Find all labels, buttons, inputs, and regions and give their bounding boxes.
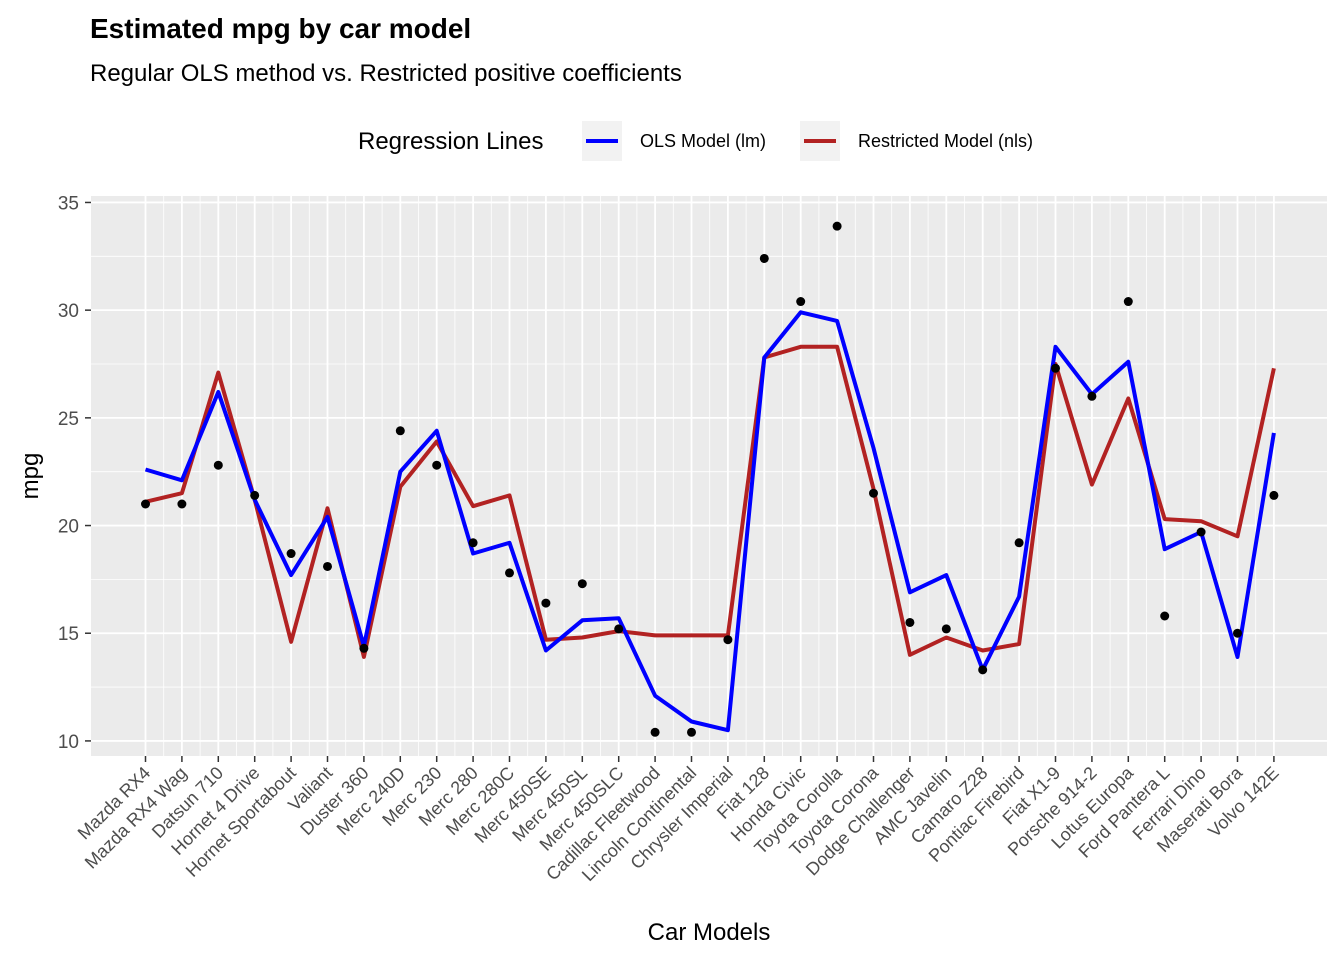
legend-title: Regression Lines [358, 128, 543, 155]
data-points [141, 221, 1279, 737]
data-point [905, 617, 915, 627]
data-point [395, 426, 405, 436]
data-point [323, 561, 332, 571]
chart-title: Estimated mpg by car model [90, 13, 471, 44]
data-point [1014, 538, 1024, 548]
gridlines [91, 196, 1327, 756]
data-point [541, 598, 551, 608]
y-tick-label: 20 [58, 517, 79, 538]
data-point [468, 538, 478, 548]
data-point [359, 643, 369, 653]
y-axis: 10 15 20 25 30 35 [58, 193, 91, 753]
chart-subtitle: Regular OLS method vs. Restricted positi… [90, 60, 682, 87]
data-point [141, 499, 150, 509]
data-point [1160, 611, 1170, 621]
data-point [213, 460, 223, 470]
data-point [250, 490, 260, 500]
data-point [796, 297, 806, 307]
legend-label-nls: Restricted Model (nls) [858, 131, 1033, 151]
data-point [505, 568, 514, 578]
data-point [1233, 628, 1242, 638]
y-tick-label: 30 [58, 301, 79, 322]
ols-series-line [144, 310, 1276, 733]
data-point [1087, 391, 1097, 401]
series-lines [144, 310, 1276, 733]
data-point [577, 579, 587, 589]
data-point [650, 727, 660, 737]
data-point [941, 624, 951, 634]
data-point [978, 665, 988, 675]
data-point [687, 727, 696, 737]
data-point [759, 253, 769, 263]
data-point [286, 549, 296, 559]
data-point [1123, 297, 1133, 307]
data-point [432, 460, 442, 470]
legend-label-ols: OLS Model (lm) [640, 131, 766, 151]
data-point [723, 635, 733, 645]
data-point [1196, 527, 1206, 537]
legend: Regression Lines OLS Model (lm) Restrict… [358, 121, 1033, 161]
y-tick-label: 15 [58, 624, 79, 645]
y-axis-title: mpg [17, 453, 44, 500]
y-tick-label: 25 [58, 409, 79, 430]
y-tick-label: 10 [58, 732, 79, 753]
x-axis-title: Car Models [648, 919, 771, 946]
data-point [832, 221, 842, 231]
data-point [177, 499, 187, 509]
data-point [614, 624, 624, 634]
plot-panel [91, 196, 1327, 756]
y-tick-label: 35 [58, 193, 79, 214]
data-point [869, 488, 878, 498]
data-point [1051, 363, 1060, 373]
data-point [1269, 490, 1279, 500]
